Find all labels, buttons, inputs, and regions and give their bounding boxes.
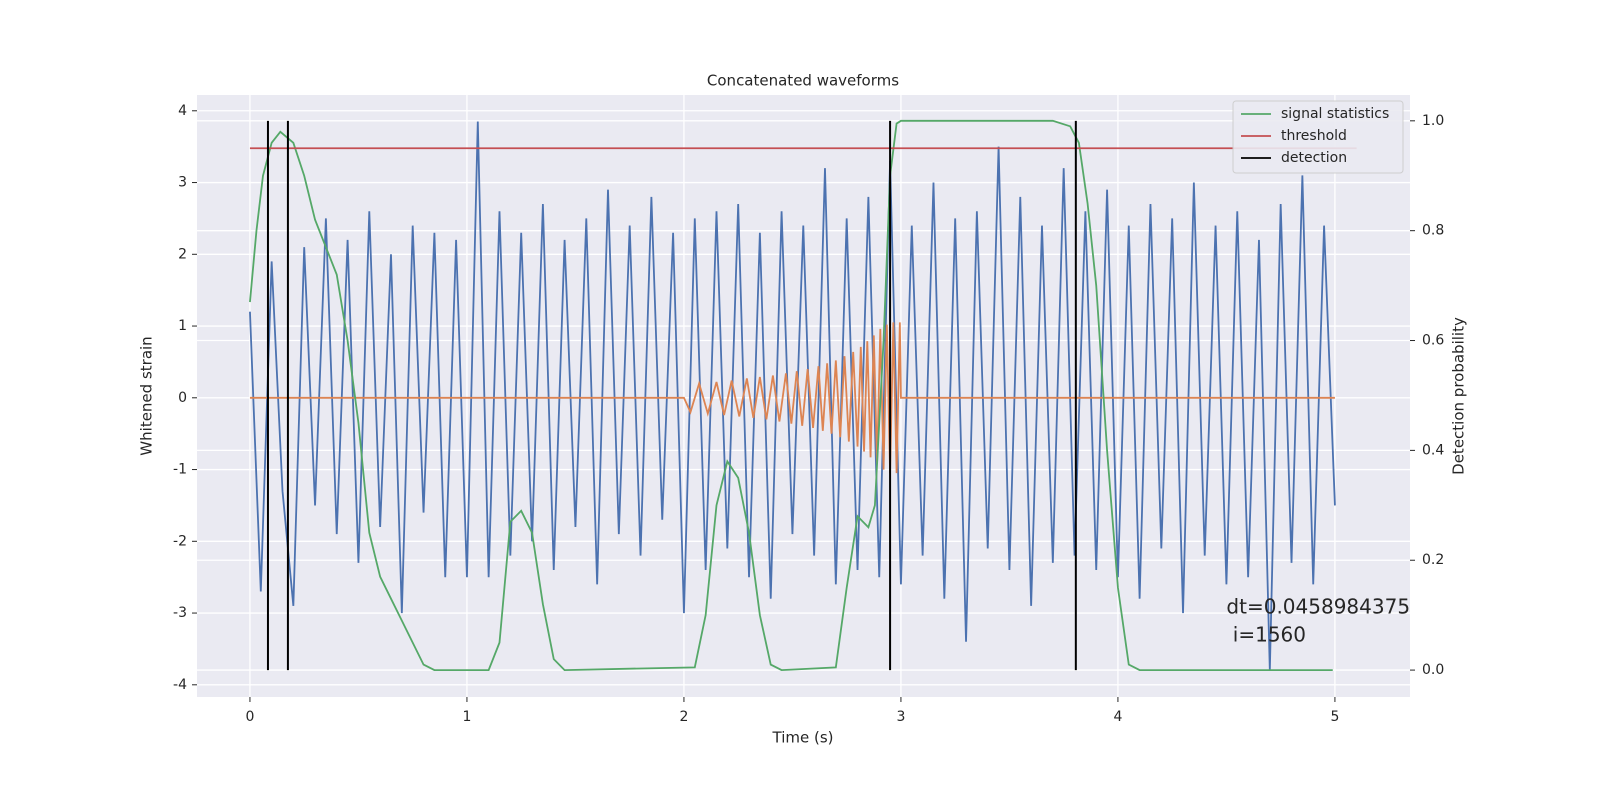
y-axis-label: Whitened strain bbox=[138, 336, 156, 455]
y-tick-label: -1 bbox=[173, 462, 187, 478]
y-tick-label: -2 bbox=[173, 533, 187, 549]
annotation: dt=0.0458984375 bbox=[1226, 595, 1410, 619]
y2-tick-label: 0.8 bbox=[1422, 223, 1444, 239]
y2-tick-label: 0.4 bbox=[1422, 442, 1444, 458]
series-line bbox=[249, 121, 1336, 671]
x-tick-label: 2 bbox=[679, 709, 688, 725]
x-tick-label: 5 bbox=[1330, 709, 1339, 725]
x-tick-label: 1 bbox=[462, 709, 471, 725]
y2-axis-label: Detection probability bbox=[1450, 317, 1468, 475]
x-tick-label: 4 bbox=[1113, 709, 1122, 725]
plot-area bbox=[197, 95, 1410, 697]
y-tick-label: -4 bbox=[173, 677, 187, 693]
chart-title: Concatenated waveforms bbox=[707, 72, 899, 90]
y-tick-label: 0 bbox=[178, 390, 187, 406]
y2-tick-label: 0.2 bbox=[1422, 552, 1444, 568]
x-tick-label: 3 bbox=[896, 709, 905, 725]
legend-label: signal statistics bbox=[1281, 106, 1389, 122]
y2-tick-label: 0.6 bbox=[1422, 333, 1444, 349]
series-line bbox=[249, 322, 1335, 474]
legend: signal statistics threshold detection bbox=[1232, 100, 1404, 174]
x-axis-label: Time (s) bbox=[772, 729, 834, 747]
y-tick-label: 3 bbox=[178, 175, 187, 191]
series-line bbox=[249, 119, 1333, 672]
axes: 0 1 2 3 4 5 -4 -3 -2 -1 0 1 2 3 4 0.0 0.2 0.4 0.6 0.8 1.0 bbox=[173, 103, 1444, 725]
y-tick-label: 2 bbox=[178, 246, 187, 262]
y-tick-label: 1 bbox=[178, 318, 187, 334]
x-tick-label: 0 bbox=[245, 709, 254, 725]
marks bbox=[249, 119, 1357, 672]
legend-box bbox=[1232, 100, 1404, 174]
y2-tick-label: 1.0 bbox=[1422, 113, 1444, 129]
y2-tick-label: 0.0 bbox=[1422, 662, 1444, 678]
legend-label: threshold bbox=[1281, 128, 1347, 144]
y-tick-label: 4 bbox=[178, 103, 187, 119]
legend-label: detection bbox=[1281, 150, 1347, 166]
y-tick-label: -3 bbox=[173, 605, 187, 621]
annotation: i=1560 bbox=[1226, 623, 1306, 647]
